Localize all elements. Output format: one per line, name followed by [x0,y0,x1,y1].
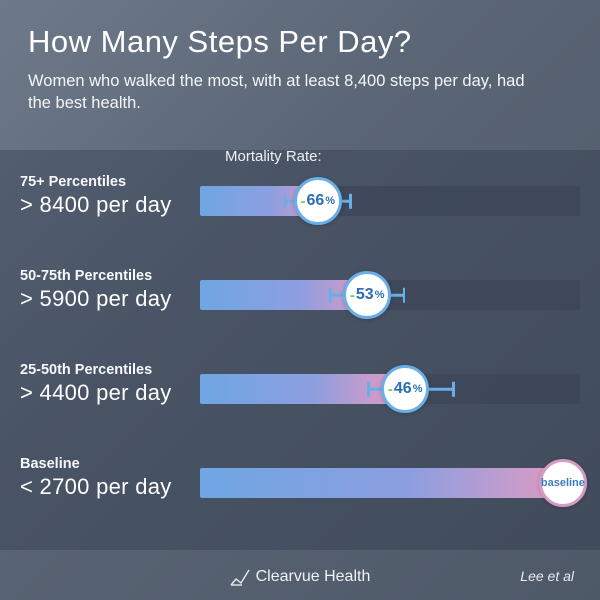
bar-track: -66% [200,186,580,216]
negative-sign: - [350,287,355,304]
row-label-percentile: Baseline [20,456,210,472]
row-label-steps: < 2700 per day [20,474,210,500]
metric-label: Mortality Rate: [225,148,322,165]
percent-sign: % [325,195,335,207]
row-labels: Baseline < 2700 per day [20,456,210,500]
row-label-percentile: 75+ Percentiles [20,174,210,190]
chart-row: 25-50th Percentiles> 4400 per day-46% [0,360,600,430]
chart-row: 75+ Percentiles> 8400 per day-66% [0,172,600,242]
baseline-marker: baseline [539,459,587,507]
negative-sign: - [388,381,393,398]
negative-sign: - [301,193,306,210]
brand-text: Clearvue Health [256,568,371,586]
attribution: Lee et al [520,568,574,584]
value-marker: -53% [343,271,391,319]
bar-track: baseline [200,468,580,498]
footer: Clearvue Health [0,568,600,586]
page-title: How Many Steps Per Day? [28,24,572,60]
row-labels: 75+ Percentiles > 8400 per day [20,174,210,218]
row-label-steps: > 4400 per day [20,380,210,406]
row-label-percentile: 50-75th Percentiles [20,268,210,284]
percent-sign: % [375,289,385,301]
percent-sign: % [413,383,423,395]
bar-fill [200,468,580,498]
marker-value: 66 [307,192,325,210]
row-label-steps: > 5900 per day [20,286,210,312]
chart-row: 50-75th Percentiles> 5900 per day-53% [0,266,600,336]
marker-baseline-text: baseline [541,477,585,489]
row-labels: 25-50th Percentiles > 4400 per day [20,362,210,406]
marker-value: 46 [394,380,412,398]
brand-logo-icon [230,568,250,586]
value-marker: -66% [294,177,342,225]
infographic-canvas: How Many Steps Per Day? Women who walked… [0,0,600,600]
row-label-steps: > 8400 per day [20,192,210,218]
page-subtitle: Women who walked the most, with at least… [28,70,548,115]
row-labels: 50-75th Percentiles > 5900 per day [20,268,210,312]
bar-track: -46% [200,374,580,404]
bar-track: -53% [200,280,580,310]
row-label-percentile: 25-50th Percentiles [20,362,210,378]
marker-value: 53 [356,286,374,304]
bar-chart: 75+ Percentiles> 8400 per day-66%50-75th… [0,172,600,548]
value-marker: -46% [381,365,429,413]
brand: Clearvue Health [230,568,371,586]
chart-row: Baseline< 2700 per daybaseline [0,454,600,524]
